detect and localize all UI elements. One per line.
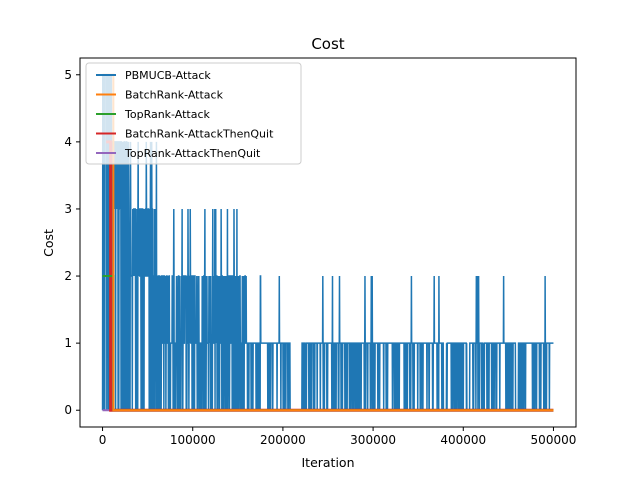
y-tick-label: 3 bbox=[64, 202, 72, 216]
y-tick-label: 4 bbox=[64, 135, 72, 149]
legend-label: BatchRank-Attack bbox=[125, 89, 224, 102]
y-tick-label: 2 bbox=[64, 269, 72, 283]
x-axis-ticks: 0 100000 200000 300000 400000 500000 bbox=[99, 427, 577, 447]
x-tick-label: 300000 bbox=[350, 433, 396, 447]
y-axis-label: Cost bbox=[41, 229, 56, 257]
series-line-pbmucb-attack bbox=[101, 74, 554, 411]
y-tick-label: 1 bbox=[64, 336, 72, 350]
x-tick-label: 0 bbox=[99, 433, 107, 447]
y-tick-label: 5 bbox=[64, 68, 72, 82]
x-tick-label: 400000 bbox=[440, 433, 486, 447]
chart-title: Cost bbox=[311, 35, 344, 53]
y-axis-ticks: 0 1 2 3 4 5 bbox=[64, 68, 80, 417]
x-axis-label: Iteration bbox=[301, 455, 354, 470]
legend-label: TopRank-AttackThenQuit bbox=[124, 147, 261, 160]
x-tick-label: 200000 bbox=[260, 433, 306, 447]
y-tick-label: 0 bbox=[64, 403, 72, 417]
legend-label: BatchRank-AttackThenQuit bbox=[125, 128, 274, 141]
x-tick-label: 500000 bbox=[531, 433, 577, 447]
legend-box bbox=[85, 62, 302, 165]
plot-frame bbox=[79, 57, 577, 428]
x-tick-label: 100000 bbox=[170, 433, 216, 447]
legend-label: TopRank-Attack bbox=[124, 108, 211, 121]
legend-label: PBMUCB-Attack bbox=[125, 69, 211, 82]
legend: PBMUCB-Attack BatchRank-Attack TopRank-Att… bbox=[85, 62, 302, 165]
